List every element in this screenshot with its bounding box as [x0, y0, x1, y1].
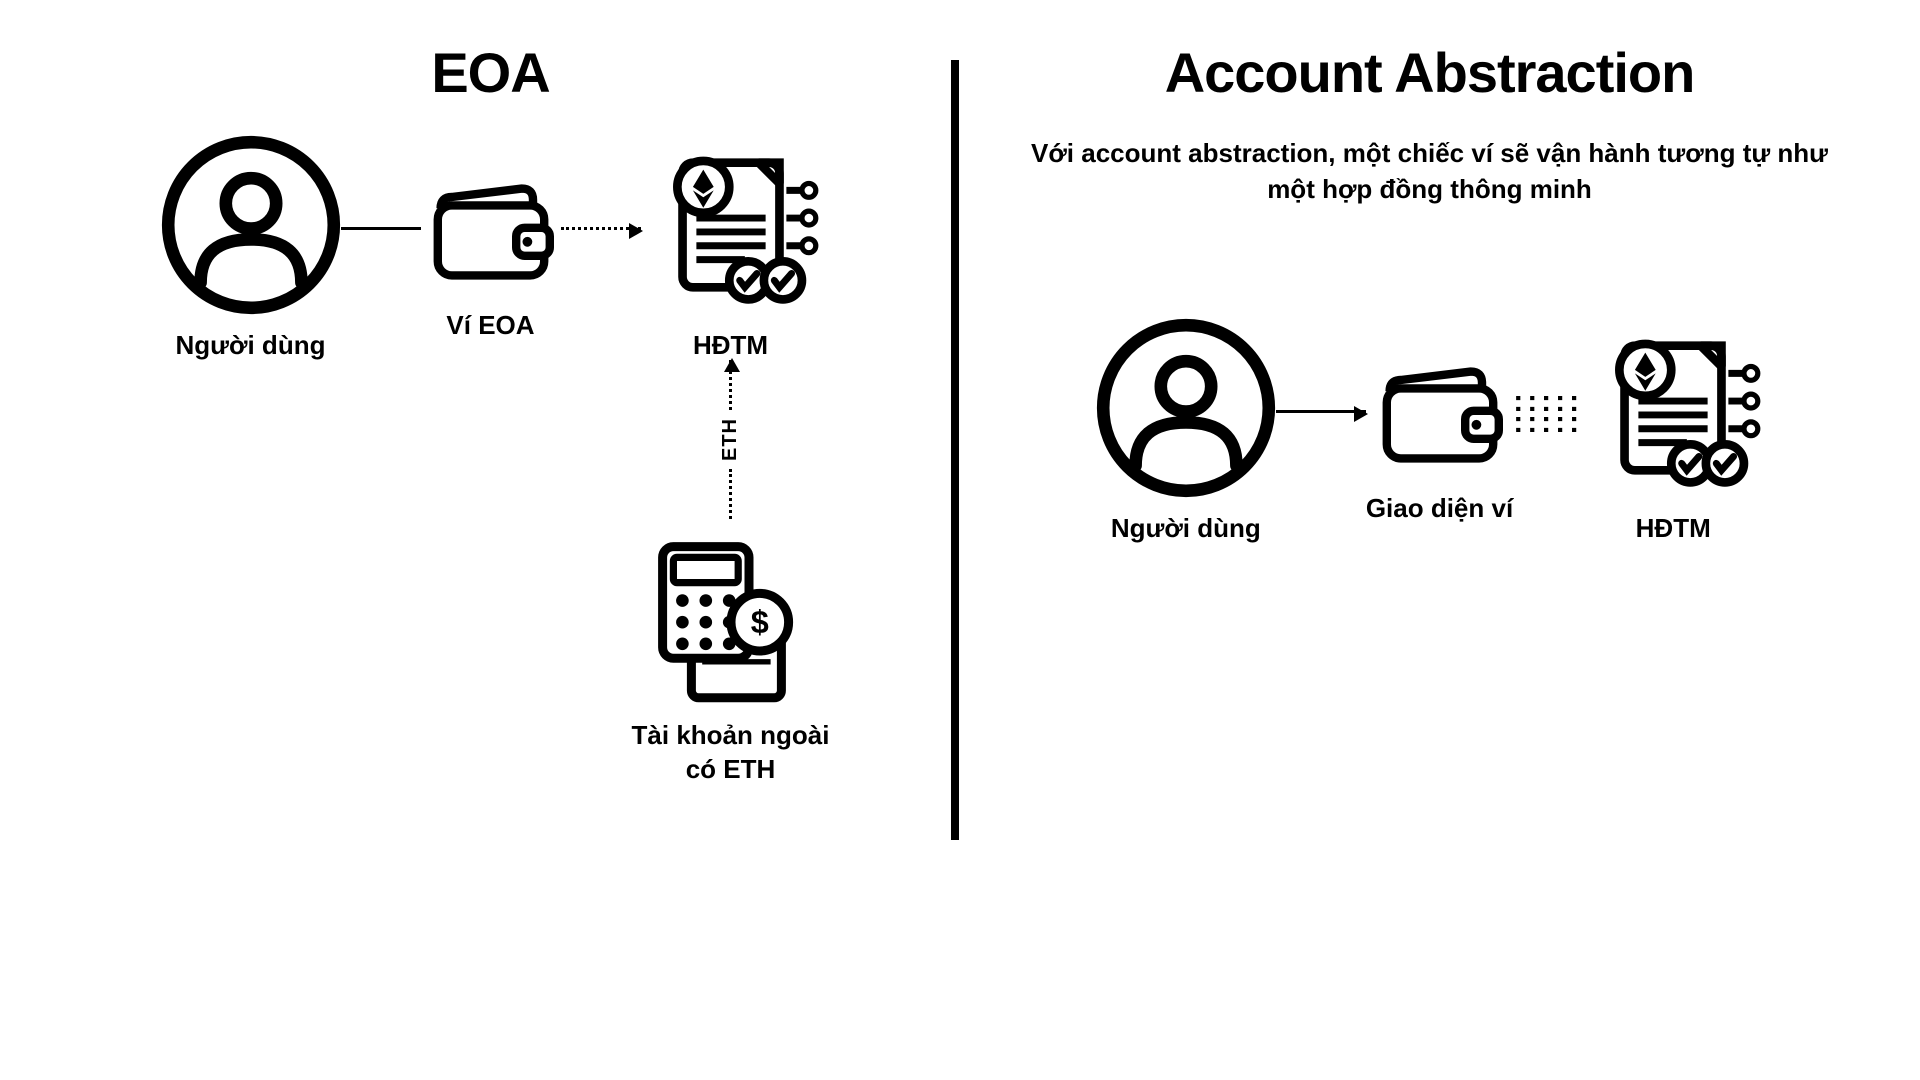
- eoa-wallet-to-contract-connector: [561, 227, 641, 231]
- smart-contract-icon: [1583, 318, 1763, 498]
- aa-panel: Account Abstraction Với account abstract…: [959, 40, 1860, 1040]
- eth-vertical-connector: ETH Tài khoản ngoài có ETH: [631, 360, 831, 787]
- aa-flow-row: Người dùng Giao diện ví :::::::::: HĐTM: [999, 318, 1860, 546]
- eoa-wallet-label: Ví EOA: [446, 309, 534, 343]
- calculator-money-icon: [631, 525, 831, 705]
- eth-dotted-line-lower: [729, 469, 732, 519]
- wallet-icon: [1370, 338, 1510, 478]
- eoa-wallet-node: Ví EOA: [421, 155, 561, 343]
- eoa-panel: EOA Người dùng Ví EOA: [60, 40, 951, 1040]
- eoa-contract-node: HĐTM ETH Tài khoản ngoài có ETH: [641, 135, 821, 363]
- arrow-up-icon: [724, 358, 740, 372]
- diagram-canvas: EOA Người dùng Ví EOA: [0, 0, 1920, 1080]
- eoa-flow-row: Người dùng Ví EOA HĐTM: [60, 135, 921, 363]
- eth-dotted-line: [729, 360, 732, 410]
- wallet-icon: [421, 155, 561, 295]
- eoa-user-label: Người dùng: [176, 329, 326, 363]
- aa-user-to-wallet-connector: [1276, 410, 1366, 414]
- aa-subtitle: Với account abstraction, một chiếc ví sẽ…: [1020, 135, 1840, 208]
- arrow-head-icon: [1354, 406, 1368, 422]
- aa-user-node: Người dùng: [1096, 318, 1276, 546]
- aa-wallet-to-contract-connector: ::::::::::: [1513, 391, 1583, 433]
- aa-wallet-node: Giao diện ví: [1366, 338, 1513, 526]
- aa-title: Account Abstraction: [999, 40, 1860, 105]
- aa-contract-node: HĐTM: [1583, 318, 1763, 546]
- eoa-external-node: Tài khoản ngoài có ETH: [631, 525, 831, 787]
- eoa-user-node: Người dùng: [161, 135, 341, 363]
- eoa-user-to-wallet-connector: [341, 227, 421, 231]
- aa-wallet-label: Giao diện ví: [1366, 492, 1513, 526]
- eoa-title: EOA: [60, 40, 921, 105]
- eth-edge-label: ETH: [719, 418, 742, 461]
- user-circle-icon: [161, 135, 341, 315]
- aa-user-label: Người dùng: [1111, 512, 1261, 546]
- smart-contract-icon: [641, 135, 821, 315]
- aa-contract-label: HĐTM: [1636, 512, 1711, 546]
- eoa-external-label: Tài khoản ngoài có ETH: [631, 719, 831, 787]
- user-circle-icon: [1096, 318, 1276, 498]
